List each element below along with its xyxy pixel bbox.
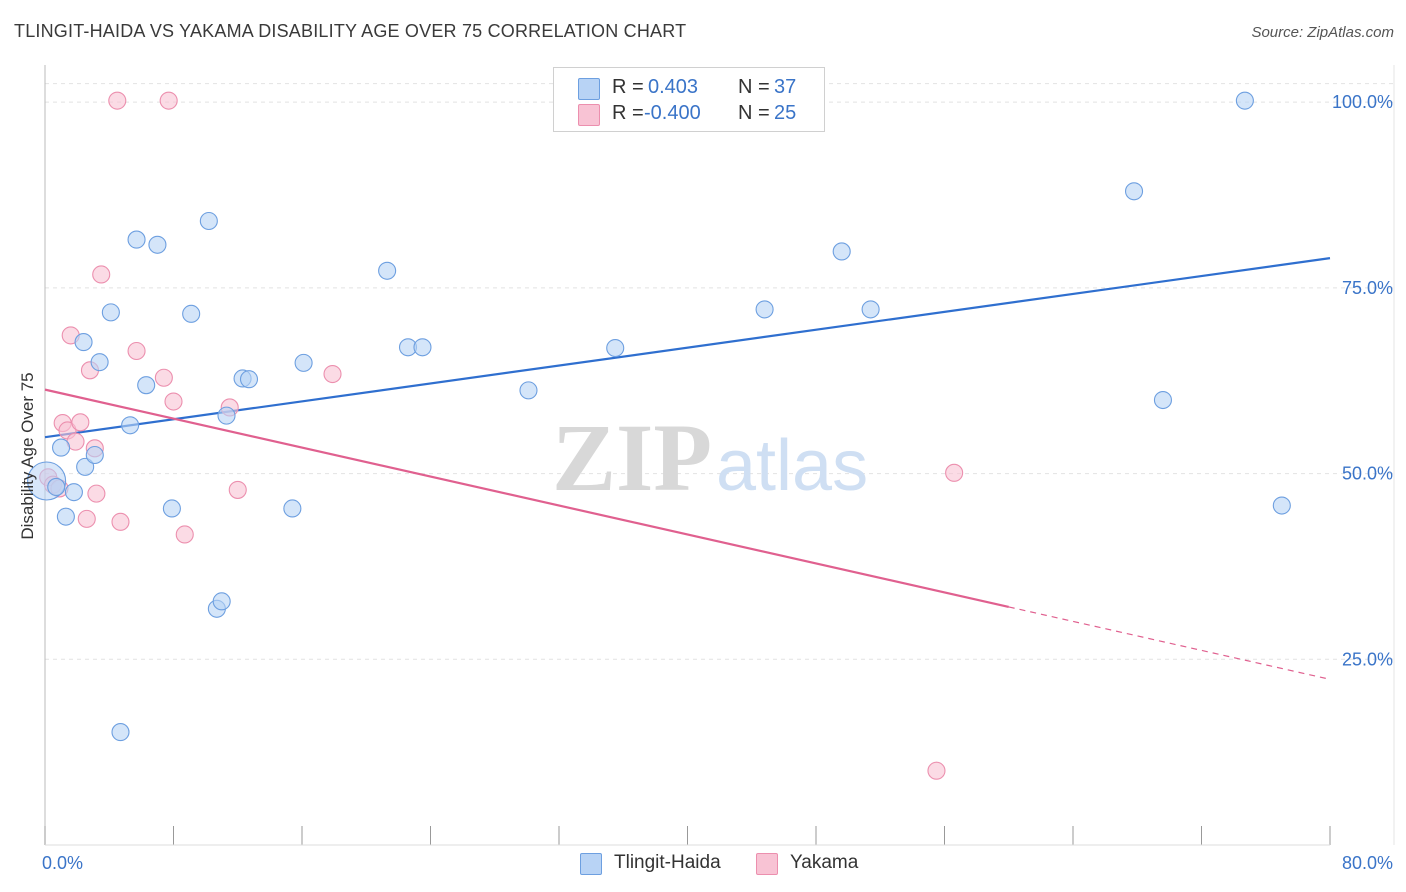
yakama-point	[175, 525, 194, 544]
legend-n-value: 25	[774, 102, 797, 124]
yakama-point	[111, 512, 130, 531]
tlingit-point	[1235, 91, 1254, 110]
tlingit-point	[378, 261, 397, 280]
tlingit-point	[74, 333, 93, 352]
yakama-point	[159, 91, 178, 110]
yakama-point	[77, 509, 96, 528]
tlingit-point	[127, 230, 146, 249]
tlingit-point	[56, 507, 75, 526]
yakama-point	[71, 413, 90, 432]
y-axis-label: Disability Age Over 75	[18, 372, 37, 539]
tlingit-point	[111, 723, 130, 742]
correlation-legend: R = 0.403 N = 37 R = -0.400 N = 25	[553, 67, 825, 132]
axes	[44, 65, 1395, 846]
yakama-point	[323, 364, 342, 384]
legend-n-value: 37	[774, 76, 797, 98]
data-points	[27, 91, 1291, 780]
yakama-point	[127, 341, 146, 361]
tlingit-point	[283, 499, 302, 518]
legend-r-label: R =	[612, 102, 644, 124]
legend-n-label: N =	[738, 76, 770, 98]
yakama-point	[945, 463, 964, 482]
tlingit-point	[413, 338, 432, 357]
tlingit-point	[1272, 496, 1291, 515]
tlingit-point	[294, 353, 313, 372]
tlingit-point	[606, 338, 625, 358]
watermark-zip: ZIP	[552, 404, 712, 511]
tlingit-point	[85, 445, 104, 465]
y-tick-label: 25.0%	[1342, 649, 1393, 669]
yakama-point	[87, 484, 106, 503]
trend-lines	[44, 257, 1331, 680]
tlingit-point	[1153, 390, 1172, 410]
watermark: ZIP atlas	[552, 404, 868, 511]
tlingit-point	[64, 483, 83, 502]
yakama-trend-line	[44, 388, 1009, 608]
yakama-point	[108, 91, 127, 110]
tlingit-point	[162, 499, 181, 518]
yakama-swatch	[578, 104, 600, 126]
tlingit-point	[199, 211, 218, 231]
tlingit-point	[212, 592, 231, 611]
yakama-point	[927, 761, 946, 780]
tlingit-point	[90, 353, 109, 372]
yakama-trend-extension	[1008, 606, 1331, 680]
tlingit-point	[1124, 182, 1144, 201]
tlingit-swatch	[580, 853, 602, 875]
tlingit-point	[755, 300, 774, 319]
tlingit-point	[121, 416, 140, 435]
tlingit-point	[861, 300, 880, 319]
tlingit-trend-line	[44, 257, 1331, 439]
y-tick-label: 75.0%	[1342, 278, 1393, 298]
y-tick-label: 50.0%	[1342, 464, 1393, 484]
legend-r-value: -0.400	[644, 102, 701, 124]
tlingit-point	[182, 304, 201, 323]
y-tick-label: 100.0%	[1332, 92, 1393, 112]
yakama-point	[154, 368, 173, 387]
source-label: Source: ZipAtlas.com	[1251, 24, 1394, 41]
x-tick-label: 0.0%	[42, 853, 83, 873]
tlingit-point	[101, 303, 120, 322]
chart-title: TLINGIT-HAIDA VS YAKAMA DISABILITY AGE O…	[14, 21, 687, 41]
tlingit-point	[832, 242, 851, 261]
axis-labels: 25.0% 50.0% 75.0% 100.0% 0.0% 80.0%	[42, 92, 1393, 873]
tlingit-point	[137, 376, 156, 395]
tlingit-point	[47, 477, 66, 496]
legend-r-value: 0.403	[648, 76, 699, 98]
tlingit-point	[76, 457, 95, 476]
tlingit-point	[52, 438, 71, 457]
tlingit-swatch	[578, 78, 600, 100]
tlingit-point	[239, 370, 259, 389]
yakama-swatch	[756, 853, 778, 875]
bottom-legend-label: Tlingit-Haida	[614, 852, 721, 873]
legend-r-label: R =	[612, 76, 644, 98]
tlingit-point	[148, 235, 167, 254]
x-tick-label: 80.0%	[1342, 853, 1393, 873]
yakama-point	[228, 480, 247, 499]
legend-n-label: N =	[738, 102, 770, 124]
yakama-point	[164, 392, 183, 411]
tlingit-point	[519, 381, 538, 400]
tlingit-point	[217, 406, 236, 425]
bottom-legend-label: Yakama	[790, 852, 859, 873]
watermark-atlas: atlas	[716, 426, 868, 506]
yakama-point	[92, 265, 111, 284]
